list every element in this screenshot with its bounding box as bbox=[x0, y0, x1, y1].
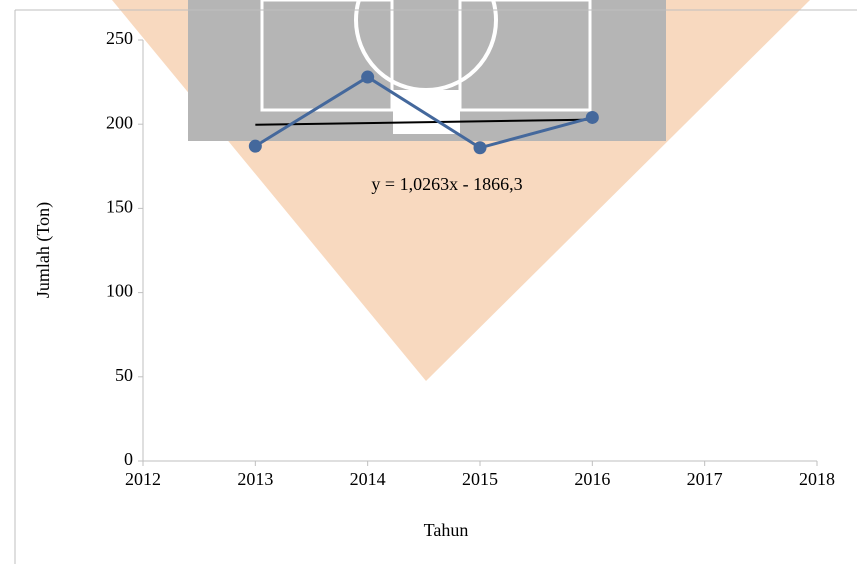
y-tick-label: 0 bbox=[124, 449, 133, 469]
x-tick-label: 2014 bbox=[350, 469, 386, 489]
chart: Tahun Jumlah (Ton) 0 50 100 150 200 250 2012 20… bbox=[0, 0, 857, 564]
y-tick-label: 150 bbox=[106, 197, 133, 217]
x-tick-label: 2018 bbox=[799, 469, 835, 489]
y-axis-label: Jumlah (Ton) bbox=[33, 202, 54, 298]
y-tick-label: 100 bbox=[106, 281, 133, 301]
y-tick-label: 250 bbox=[106, 28, 133, 48]
x-tick-label: 2012 bbox=[125, 469, 161, 489]
page: {"chart_data": {"type": "scatter-line", … bbox=[0, 0, 857, 564]
watermark-shape bbox=[460, 0, 590, 110]
x-tick-label: 2013 bbox=[237, 469, 273, 489]
x-tick-label: 2017 bbox=[687, 469, 723, 489]
watermark-shape bbox=[262, 0, 392, 110]
y-tick-label: 50 bbox=[115, 365, 133, 385]
y-tick-label: 200 bbox=[106, 112, 133, 132]
data-point bbox=[249, 140, 262, 153]
x-tick-label: 2016 bbox=[574, 469, 610, 489]
x-axis-label: Tahun bbox=[424, 520, 469, 540]
x-tick-label: 2015 bbox=[462, 469, 498, 489]
trendline-label: y = 1,0263x - 1866,3 bbox=[371, 174, 522, 194]
data-point bbox=[361, 71, 374, 84]
data-point bbox=[586, 111, 599, 124]
data-point bbox=[474, 141, 487, 154]
